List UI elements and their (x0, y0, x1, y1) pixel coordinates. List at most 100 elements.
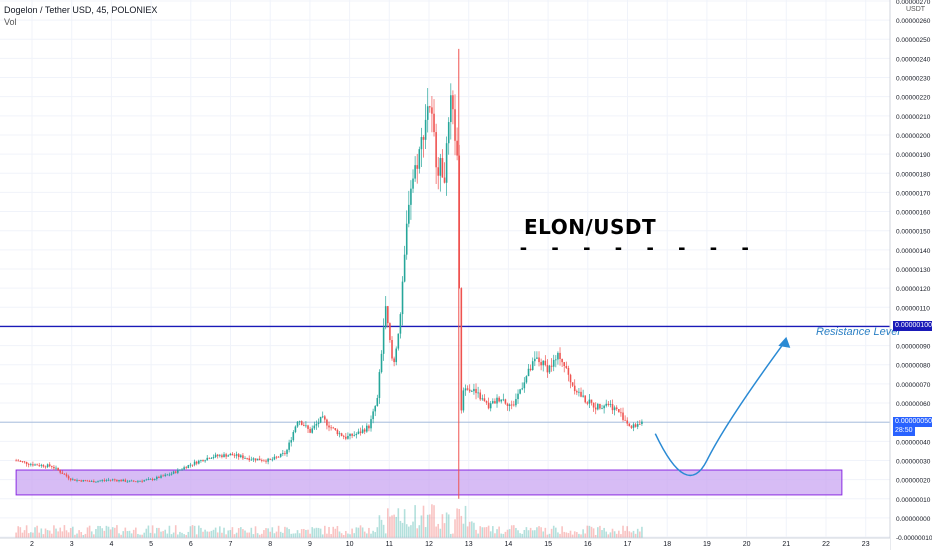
price-axis[interactable]: 0.00000270 0.00000260 0.00000250 0.00000240… (889, 0, 932, 550)
price-tick-label: 0.00000030 (896, 458, 931, 465)
time-axis[interactable]: 2 3 4 5 6 7 8 9 10 11 12 13 14 15 16 17 18 19 20 21 22 23 (0, 537, 890, 550)
volume-bar (99, 526, 101, 538)
candle-body (424, 119, 427, 140)
candle-body (622, 412, 624, 420)
candle-body (82, 480, 85, 482)
volume-bar (594, 534, 597, 538)
volume-bar (347, 533, 349, 538)
candle-body (233, 455, 236, 457)
candle-body (78, 480, 80, 481)
volume-bar (80, 532, 83, 538)
time-tick-label: 2 (30, 541, 34, 548)
candle-body (17, 460, 20, 462)
volume-bar (237, 528, 240, 538)
volume-bar (132, 529, 135, 538)
volume-bar (601, 530, 603, 538)
volume-bar (273, 533, 276, 538)
candle-body (504, 399, 507, 404)
candle-body (485, 401, 488, 403)
candle-body (321, 416, 324, 418)
candle-body (334, 428, 337, 430)
price-axis-bg (890, 0, 932, 550)
candle-body (594, 407, 597, 410)
candle-body (132, 480, 135, 482)
volume-bar (513, 525, 515, 538)
candle-body (248, 458, 251, 461)
candle-body (586, 402, 589, 404)
volume-bar (198, 525, 200, 538)
price-tick-label: 0.00000090 (896, 344, 931, 351)
volume-bar (221, 532, 223, 538)
volume-bar (349, 534, 351, 538)
candle-body (324, 416, 326, 420)
volume-bar (363, 531, 366, 538)
volume-bar (225, 534, 227, 538)
candle-body (473, 388, 475, 392)
volume-bar (519, 533, 521, 538)
volume-bar (76, 533, 78, 538)
volume-bar (223, 527, 225, 538)
volume-bar (311, 527, 314, 538)
candle-body (477, 392, 479, 394)
volume-bar (277, 525, 280, 538)
candle-body (271, 459, 274, 461)
volume-bar (399, 520, 402, 538)
candle-body (471, 391, 473, 392)
price-tick-label: 0.00000220 (896, 95, 931, 102)
volume-bar (338, 531, 341, 538)
candle-body (573, 385, 576, 392)
candle-body (317, 422, 320, 424)
candle-body (42, 464, 45, 467)
time-tick-label: 20 (743, 541, 751, 548)
volume-bar (416, 528, 419, 538)
volume-bar (567, 533, 570, 538)
volume-bar (391, 515, 393, 538)
price-tick-label: 0.00000160 (896, 210, 931, 217)
candle-body (513, 404, 515, 406)
volume-bar (124, 527, 127, 538)
price-tick-label: 0.00000040 (896, 439, 931, 446)
volume-bar (317, 527, 320, 538)
volume-bar (55, 528, 57, 538)
volume-bar (626, 526, 629, 538)
candle-body (290, 440, 293, 443)
volume-bar (324, 525, 326, 538)
candle-body (548, 365, 551, 373)
candle-body (221, 455, 223, 458)
volume-bar (126, 531, 129, 538)
candle-body (510, 404, 513, 406)
volume-bar (288, 529, 290, 538)
candle-body (101, 480, 104, 481)
candle-body (198, 460, 200, 464)
volume-bar (116, 525, 118, 538)
candle-body (210, 457, 213, 459)
candle-body (523, 382, 526, 389)
volume-bar (74, 534, 76, 538)
candle-body (536, 357, 538, 359)
candle-body (368, 425, 370, 429)
volume-bar (382, 524, 385, 538)
candle-body (235, 454, 238, 456)
volume-bar (639, 531, 641, 538)
volume-bar (326, 533, 328, 538)
volume-bar (51, 533, 53, 538)
candle-body (63, 473, 66, 475)
volume-bar (563, 531, 566, 538)
volume-bars (15, 504, 643, 538)
candle-body (456, 140, 458, 156)
candle-body (187, 465, 190, 469)
volume-bar (447, 514, 450, 538)
volume-bar (603, 527, 605, 538)
candle-body (44, 466, 47, 468)
candle-body (414, 165, 416, 179)
candle-body (282, 453, 284, 454)
candle-body (515, 399, 517, 406)
volume-bar (130, 533, 133, 538)
candle-body (111, 479, 114, 481)
volume-bar (529, 527, 532, 538)
candle-body (580, 391, 582, 397)
volume-bar (46, 530, 49, 538)
volume-bar (284, 526, 286, 538)
volume-bar (294, 533, 297, 538)
candle-body (433, 113, 435, 133)
